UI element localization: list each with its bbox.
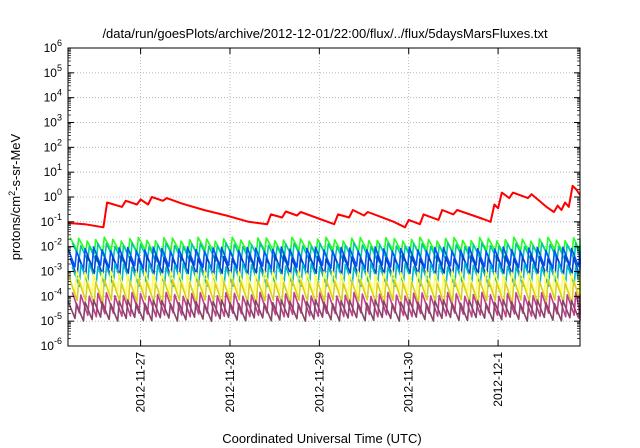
- y-tick-label: 10-1: [41, 212, 62, 229]
- y-tick-label: 10-6: [41, 336, 62, 353]
- y-tick-label: 104: [44, 88, 62, 105]
- y-tick-label-exp: 5: [57, 63, 62, 73]
- y-tick-label: 10-2: [41, 237, 62, 254]
- y-tick-label: 103: [44, 113, 62, 130]
- x-tick-label: 2012-11-27: [134, 352, 148, 413]
- x-tick-labels: 2012-11-27 2012-11-28 2012-11-29 2012-11-30…: [134, 352, 505, 413]
- y-tick-label-exp: -1: [54, 212, 62, 222]
- x-axis-label: Coordinated Universal Time (UTC): [222, 431, 421, 446]
- x-tick-label: 2012-12-1: [491, 352, 505, 407]
- y-tick-label: 10-4: [41, 286, 62, 303]
- y-tick-label-base: 10: [41, 339, 55, 353]
- y-tick-label-base: 10: [41, 215, 55, 229]
- series-line: [67, 269, 581, 298]
- y-tick-label-base: 10: [41, 240, 55, 254]
- y-tick-label: 105: [44, 63, 62, 80]
- y-tick-label-base: 10: [41, 265, 55, 279]
- y-tick-label-base: 10: [44, 140, 58, 154]
- y-tick-label: 100: [44, 187, 62, 204]
- y-tick-label-base: 10: [44, 66, 58, 80]
- x-tick-label: 2012-11-28: [223, 352, 237, 413]
- y-tick-label-exp: -6: [54, 336, 62, 346]
- y-tick-label-base: 10: [44, 41, 58, 55]
- y-tick-label: 101: [44, 162, 62, 179]
- y-tick-label-exp: -3: [54, 262, 62, 272]
- y-tick-label-base: 10: [44, 165, 58, 179]
- y-tick-label-exp: 4: [57, 88, 62, 98]
- y-axis-label-sup: 2: [7, 191, 17, 196]
- chart-title: /data/run/goesPlots/archive/2012-12-01/2…: [102, 26, 548, 41]
- y-tick-label: 102: [44, 137, 62, 154]
- y-tick-label-base: 10: [41, 289, 55, 303]
- y-tick-label-exp: 1: [57, 162, 62, 172]
- y-tick-labels: 10-610-510-410-310-210-11001011021031041…: [41, 38, 62, 353]
- series-line: [67, 246, 581, 270]
- series-layer: [67, 184, 581, 322]
- y-tick-label-exp: 0: [57, 187, 62, 197]
- y-tick-label: 10-3: [41, 262, 62, 279]
- y-tick-label-exp: -5: [54, 311, 62, 321]
- x-tick-label: 2012-11-30: [402, 352, 416, 413]
- y-tick-label-base: 10: [41, 314, 55, 328]
- y-tick-label-base: 10: [44, 190, 58, 204]
- y-tick-label-base: 10: [44, 116, 58, 130]
- y-axis-label-base: protons/cm: [8, 196, 23, 260]
- y-tick-label-exp: -2: [54, 237, 62, 247]
- y-tick-label-exp: 2: [57, 137, 62, 147]
- y-tick-label-exp: -4: [54, 286, 62, 296]
- y-tick-label-exp: 6: [57, 38, 62, 48]
- y-tick-label: 106: [44, 38, 62, 55]
- y-tick-label-exp: 3: [57, 113, 62, 123]
- y-axis-label-rest: -s-sr-MeV: [8, 133, 23, 190]
- y-tick-label-base: 10: [44, 91, 58, 105]
- x-tick-label: 2012-11-29: [312, 352, 326, 413]
- y-tick-label: 10-5: [41, 311, 62, 328]
- y-axis-label: protons/cm2-s-sr-MeV: [7, 133, 23, 260]
- axis-ticks: [68, 47, 580, 347]
- series-line-red: [67, 184, 581, 229]
- series-line: [67, 299, 581, 322]
